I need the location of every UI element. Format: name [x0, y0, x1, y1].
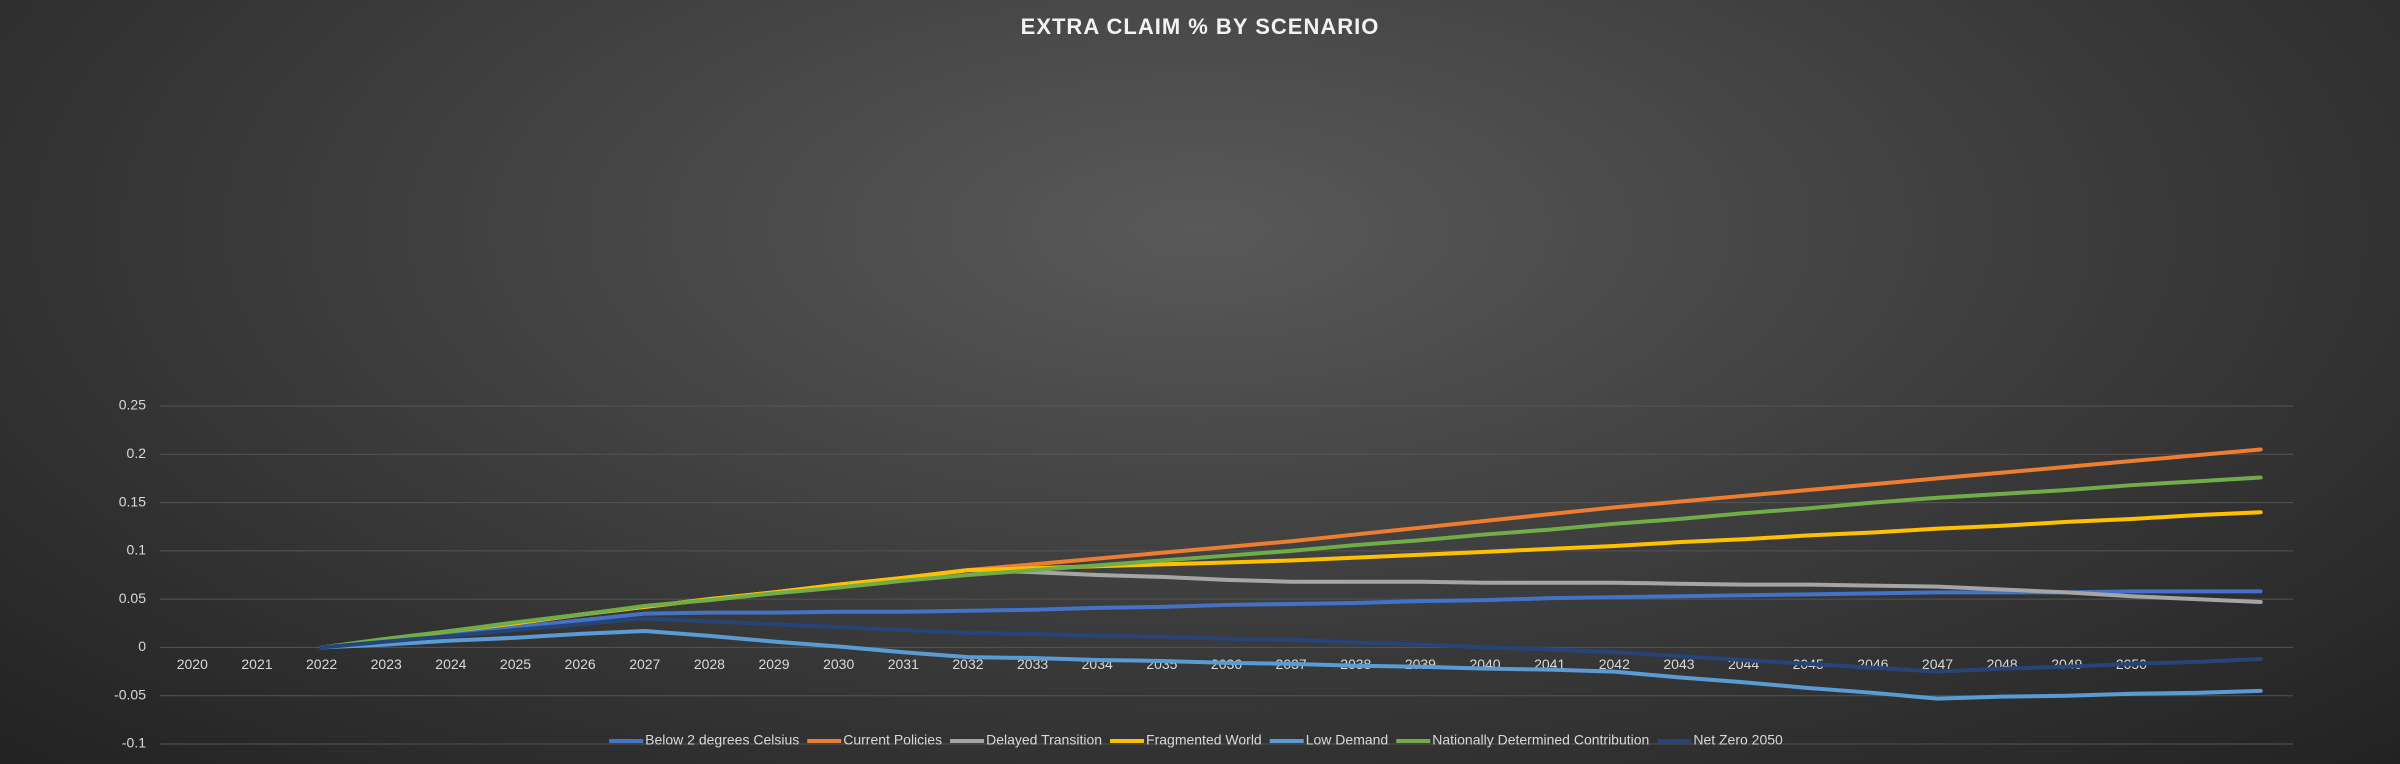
y-tick-label: 0.1 [127, 542, 147, 558]
y-tick-label: -0.05 [114, 686, 146, 702]
x-tick-label: 2031 [888, 656, 919, 672]
x-tick-label: 2030 [823, 656, 854, 672]
series-line [319, 589, 2263, 650]
legend-label: Delayed Transition [986, 732, 1102, 748]
y-tick-label: 0.25 [119, 397, 146, 413]
y-tick-label: 0.05 [119, 590, 146, 606]
series-line [319, 616, 2263, 674]
x-tick-label: 2029 [758, 656, 789, 672]
y-tick-label: -0.1 [122, 735, 146, 751]
x-tick-label: 2023 [371, 656, 402, 672]
x-tick-label: 2039 [1405, 656, 1436, 672]
x-tick-label: 2049 [2051, 656, 2082, 672]
x-tick-label: 2026 [565, 656, 596, 672]
y-tick-label: 0.15 [119, 493, 146, 509]
legend-label: Net Zero 2050 [1693, 732, 1783, 748]
y-tick-label: 0.2 [127, 445, 147, 461]
legend-label: Fragmented World [1146, 732, 1262, 748]
x-tick-label: 2028 [694, 656, 725, 672]
x-tick-label: 2027 [629, 656, 660, 672]
x-tick-label: 2024 [435, 656, 466, 672]
series-line [319, 629, 2263, 701]
x-tick-label: 2043 [1663, 656, 1694, 672]
x-tick-label: 2025 [500, 656, 531, 672]
legend-label: Below 2 degrees Celsius [645, 732, 799, 748]
x-tick-label: 2047 [1922, 656, 1953, 672]
x-tick-label: 2032 [952, 656, 983, 672]
y-tick-label: 0 [138, 638, 146, 654]
legend-label: Current Policies [843, 732, 942, 748]
legend-label: Low Demand [1306, 732, 1389, 748]
x-tick-label: 2022 [306, 656, 337, 672]
legend-label: Nationally Determined Contribution [1432, 732, 1649, 748]
x-tick-label: 2042 [1599, 656, 1630, 672]
chart-title: EXTRA CLAIM % BY SCENARIO [1021, 14, 1380, 39]
x-tick-label: 2035 [1146, 656, 1177, 672]
x-tick-label: 2021 [241, 656, 272, 672]
series-line [319, 475, 2263, 650]
x-tick-label: 2020 [177, 656, 208, 672]
